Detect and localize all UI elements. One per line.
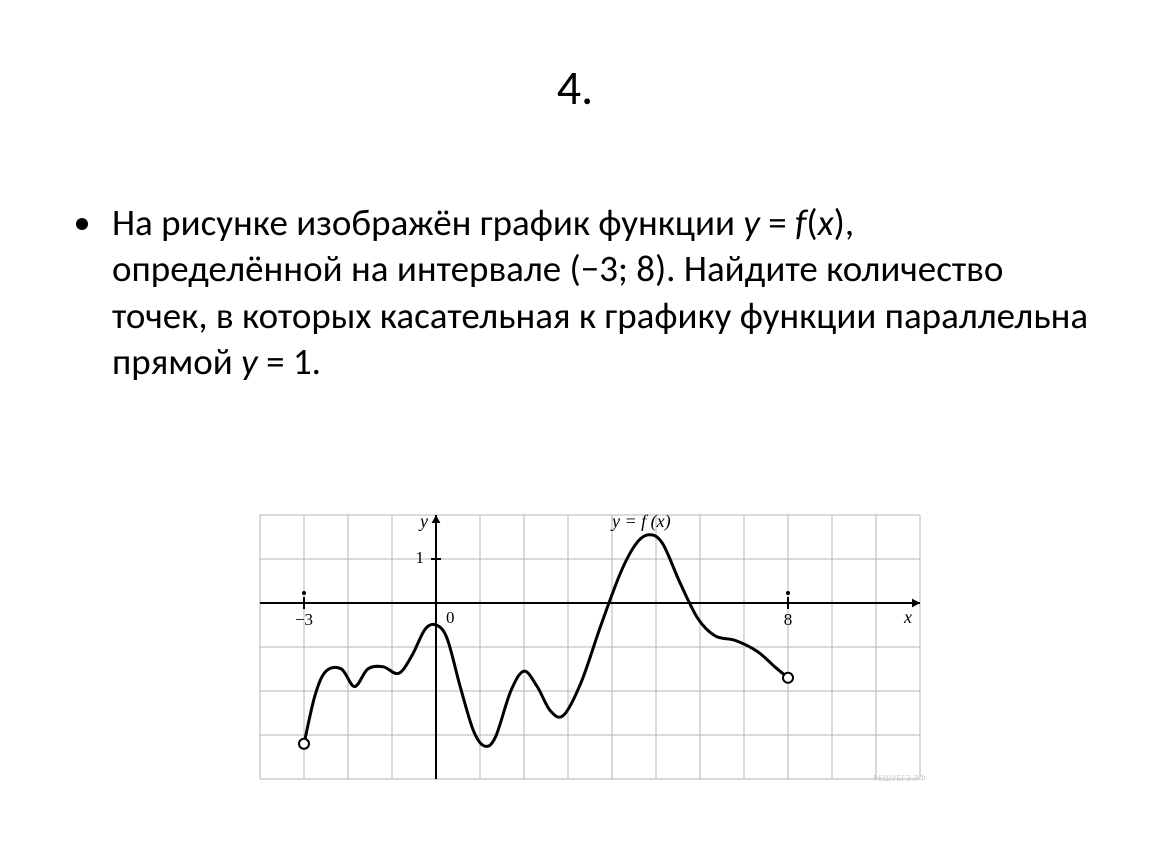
svg-text:0: 0 [446, 608, 455, 627]
slide-title: 4. [0, 58, 1150, 117]
sym-y2: y [241, 339, 258, 384]
sym-close: ) [834, 200, 845, 245]
sym-eq1: = [760, 200, 795, 245]
chart-svg: y x y = f (x) 1 0 −3 8 [250, 505, 930, 789]
sym-f: f [795, 200, 806, 245]
function-chart: y x y = f (x) 1 0 −3 8 РЕШУЕГЭ.РФ [250, 505, 934, 790]
text-prefix: На рисунке изображён график функции [112, 200, 743, 245]
svg-text:−3: −3 [295, 610, 313, 629]
svg-text:x: x [903, 607, 912, 627]
sym-y: y [743, 200, 760, 245]
svg-text:1: 1 [416, 548, 425, 567]
svg-text:8: 8 [784, 610, 793, 629]
slide: 4. На рисунке изображён график функции y… [0, 0, 1150, 864]
problem-bullet: На рисунке изображён график функции y = … [106, 200, 1090, 385]
problem-text: На рисунке изображён график функции y = … [60, 200, 1090, 385]
svg-text:y: y [418, 511, 428, 531]
sym-x: x [818, 200, 834, 245]
sym-eq2: = 1. [258, 339, 321, 384]
sym-open: ( [806, 200, 817, 245]
svg-text:y = f (x): y = f (x) [610, 511, 671, 532]
watermark: РЕШУЕГЭ.РФ [873, 773, 926, 784]
